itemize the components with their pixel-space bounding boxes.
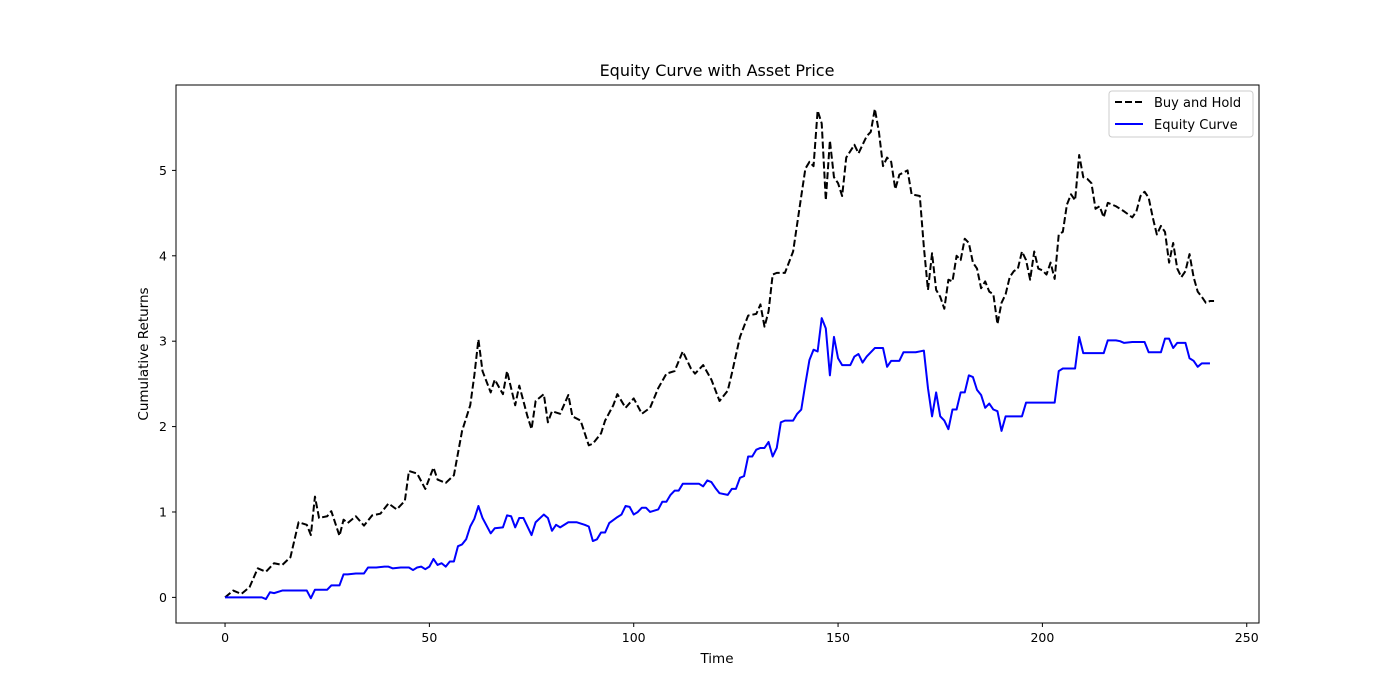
y-axis-label: Cumulative Returns bbox=[136, 287, 152, 420]
legend-box bbox=[1108, 90, 1254, 138]
series-line-buy-and-hold bbox=[224, 107, 1215, 599]
x-tick-label: 100 bbox=[622, 630, 646, 645]
x-tick-label: 250 bbox=[1235, 630, 1259, 645]
x-tick-label: 150 bbox=[826, 630, 850, 645]
legend-label-buy-and-hold: Buy and Hold bbox=[1154, 96, 1241, 111]
chart-title: Equity Curve with Asset Price bbox=[600, 61, 835, 80]
y-tick-label: 1 bbox=[159, 504, 167, 519]
y-tick-label: 5 bbox=[159, 163, 167, 178]
series-line-equity-curve bbox=[225, 317, 1210, 601]
axes-frame bbox=[175, 84, 1260, 624]
y-tick-label: 0 bbox=[159, 590, 167, 605]
y-tick-label: 3 bbox=[159, 334, 167, 349]
plot-area bbox=[175, 84, 1260, 624]
legend-label-equity-curve: Equity Curve bbox=[1154, 118, 1238, 133]
x-tick-label: 0 bbox=[221, 630, 229, 645]
series-layer bbox=[224, 107, 1215, 601]
y-tick-label: 4 bbox=[159, 248, 167, 263]
y-tick-label: 2 bbox=[159, 419, 167, 434]
x-axis-ticks: 0 50 100 150 200 250 bbox=[221, 623, 1259, 645]
x-axis-label: Time bbox=[699, 651, 733, 667]
x-tick-label: 200 bbox=[1030, 630, 1054, 645]
x-tick-label: 50 bbox=[421, 630, 437, 645]
legend: Buy and Hold Equity Curve bbox=[1108, 90, 1254, 138]
y-axis-ticks: 0 1 2 3 4 5 bbox=[159, 163, 176, 605]
